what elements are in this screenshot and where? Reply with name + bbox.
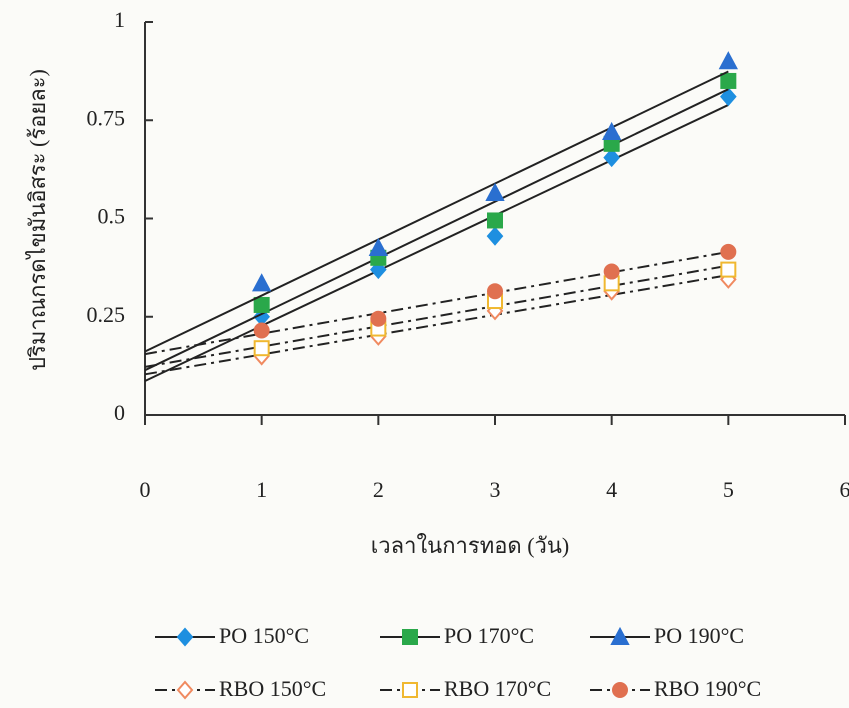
trend-line xyxy=(144,250,729,356)
legend-label: PO 190°C xyxy=(654,623,744,648)
marker xyxy=(368,237,389,256)
marker xyxy=(402,682,418,698)
marker xyxy=(720,87,737,107)
x-tick-label: 6 xyxy=(840,477,849,502)
trend-line xyxy=(144,274,729,376)
x-tick-label: 4 xyxy=(606,477,617,502)
marker xyxy=(253,296,270,313)
legend-label: RBO 190°C xyxy=(654,676,761,701)
marker xyxy=(612,682,628,698)
x-tick-label: 0 xyxy=(140,477,151,502)
marker xyxy=(486,226,504,246)
marker xyxy=(603,263,620,280)
legend-label: RBO 170°C xyxy=(444,676,551,701)
marker xyxy=(487,283,503,300)
trend-line xyxy=(144,88,729,372)
trend-line xyxy=(144,70,729,353)
y-tick-label: 1 xyxy=(114,7,125,32)
trend-line xyxy=(144,104,729,382)
marker xyxy=(253,340,270,357)
marker xyxy=(720,72,737,89)
y-axis-label: ปริมาณกรดไขมันอิสระ (ร้อยละ) xyxy=(25,69,50,371)
x-tick-label: 1 xyxy=(256,477,267,502)
marker xyxy=(720,261,737,278)
legend-label: RBO 150°C xyxy=(219,676,326,701)
legend-label: PO 170°C xyxy=(444,623,534,648)
marker xyxy=(485,182,505,201)
trend-line xyxy=(144,264,729,368)
x-tick-label: 3 xyxy=(490,477,501,502)
x-tick-label: 5 xyxy=(723,477,734,502)
marker xyxy=(252,273,272,292)
marker xyxy=(603,148,620,168)
marker xyxy=(402,629,418,645)
legend-label: PO 150°C xyxy=(219,623,309,648)
marker xyxy=(602,121,622,141)
x-axis-label: เวลาในการทอด (วัน) xyxy=(371,533,570,558)
y-tick-label: 0.5 xyxy=(98,204,126,229)
y-tick-label: 0 xyxy=(114,400,125,425)
marker xyxy=(718,51,738,70)
marker xyxy=(176,627,194,647)
marker xyxy=(610,626,630,645)
marker xyxy=(176,680,194,700)
marker xyxy=(720,243,737,260)
marker xyxy=(370,310,387,327)
marker xyxy=(253,322,270,339)
marker xyxy=(487,212,503,229)
y-tick-label: 0.25 xyxy=(87,302,126,327)
x-tick-label: 2 xyxy=(373,477,384,502)
y-tick-label: 0.75 xyxy=(87,105,126,130)
